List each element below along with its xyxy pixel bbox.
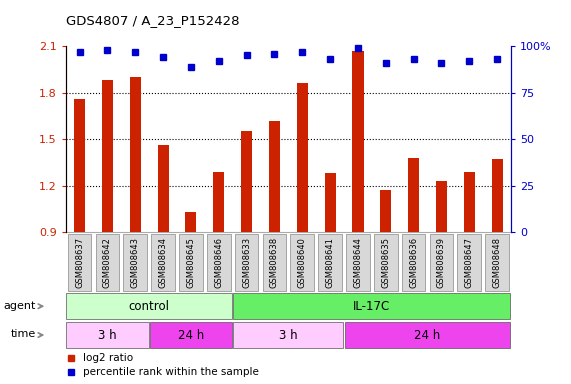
Bar <box>186 212 196 232</box>
FancyBboxPatch shape <box>457 233 481 291</box>
Bar <box>297 83 308 232</box>
FancyBboxPatch shape <box>151 233 175 291</box>
Bar <box>130 77 141 232</box>
Text: IL-17C: IL-17C <box>353 300 391 313</box>
Text: percentile rank within the sample: percentile rank within the sample <box>83 367 259 377</box>
Text: GSM808646: GSM808646 <box>214 237 223 288</box>
FancyBboxPatch shape <box>95 233 119 291</box>
Text: 3 h: 3 h <box>279 329 297 341</box>
Bar <box>74 99 85 232</box>
Text: log2 ratio: log2 ratio <box>83 353 134 363</box>
FancyBboxPatch shape <box>374 233 397 291</box>
Text: GSM808643: GSM808643 <box>131 237 140 288</box>
FancyBboxPatch shape <box>291 233 314 291</box>
Text: 3 h: 3 h <box>98 329 116 341</box>
Bar <box>324 173 336 232</box>
FancyBboxPatch shape <box>123 233 147 291</box>
Bar <box>269 121 280 232</box>
FancyBboxPatch shape <box>346 233 370 291</box>
Bar <box>380 190 391 232</box>
Text: GSM808647: GSM808647 <box>465 237 474 288</box>
FancyBboxPatch shape <box>68 233 91 291</box>
Text: time: time <box>11 329 36 339</box>
Bar <box>213 172 224 232</box>
Text: GSM808644: GSM808644 <box>353 237 363 288</box>
Text: GSM808633: GSM808633 <box>242 237 251 288</box>
Bar <box>408 158 419 232</box>
FancyBboxPatch shape <box>66 322 148 348</box>
Text: 24 h: 24 h <box>178 329 204 341</box>
Bar <box>436 181 447 232</box>
FancyBboxPatch shape <box>344 322 510 348</box>
Bar <box>158 146 168 232</box>
Text: GSM808636: GSM808636 <box>409 237 418 288</box>
Text: GSM808637: GSM808637 <box>75 237 84 288</box>
FancyBboxPatch shape <box>235 233 259 291</box>
FancyBboxPatch shape <box>150 322 232 348</box>
FancyBboxPatch shape <box>429 233 453 291</box>
Text: GSM808639: GSM808639 <box>437 237 446 288</box>
Text: GSM808645: GSM808645 <box>186 237 195 288</box>
Text: GSM808640: GSM808640 <box>297 237 307 288</box>
FancyBboxPatch shape <box>66 293 232 319</box>
Bar <box>352 51 364 232</box>
FancyBboxPatch shape <box>207 233 231 291</box>
Bar <box>102 80 113 232</box>
Text: GDS4807 / A_23_P152428: GDS4807 / A_23_P152428 <box>66 14 239 27</box>
Text: control: control <box>128 300 170 313</box>
FancyBboxPatch shape <box>318 233 342 291</box>
FancyBboxPatch shape <box>402 233 425 291</box>
Text: GSM808641: GSM808641 <box>325 237 335 288</box>
Text: GSM808635: GSM808635 <box>381 237 391 288</box>
FancyBboxPatch shape <box>263 233 286 291</box>
FancyBboxPatch shape <box>485 233 509 291</box>
FancyBboxPatch shape <box>179 233 203 291</box>
Bar <box>241 131 252 232</box>
Text: GSM808642: GSM808642 <box>103 237 112 288</box>
Bar <box>492 159 502 232</box>
Text: GSM808634: GSM808634 <box>159 237 168 288</box>
FancyBboxPatch shape <box>233 293 510 319</box>
Text: GSM808648: GSM808648 <box>493 237 502 288</box>
Text: GSM808638: GSM808638 <box>270 237 279 288</box>
FancyBboxPatch shape <box>233 322 344 348</box>
Text: 24 h: 24 h <box>415 329 441 341</box>
Text: agent: agent <box>4 301 36 311</box>
Bar <box>464 172 475 232</box>
